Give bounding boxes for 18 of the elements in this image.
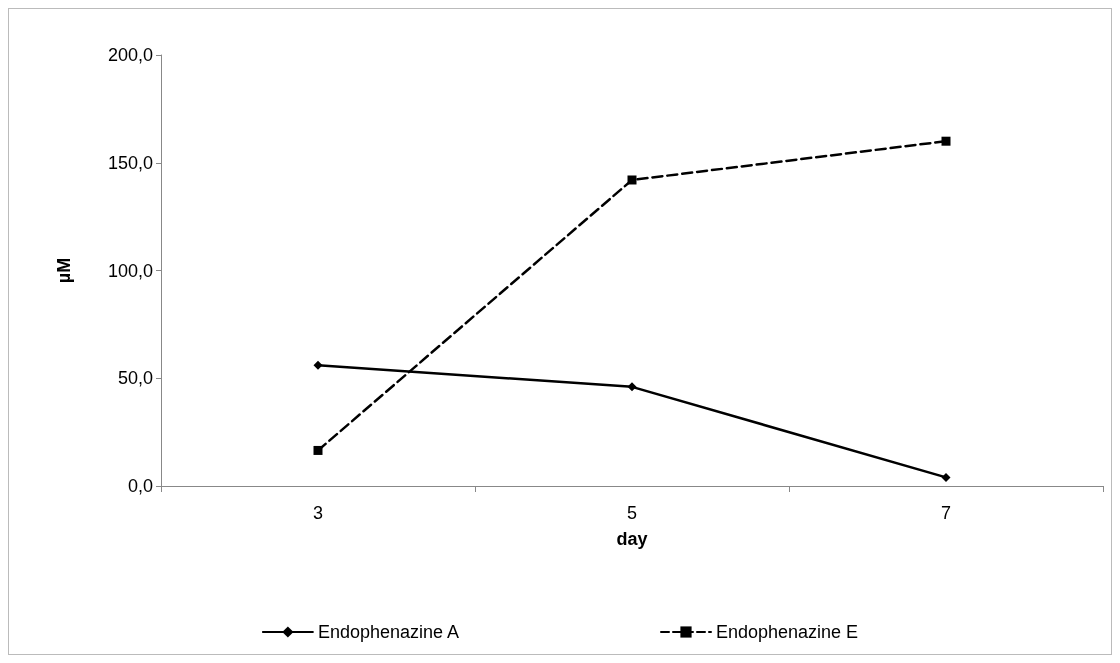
y-axis-title: µM xyxy=(54,257,74,284)
legend-label: Endophenazine E xyxy=(716,622,859,642)
y-tick-label: 200,0 xyxy=(107,45,153,65)
y-tick-label: 100,0 xyxy=(107,260,153,281)
legend-label: Endophenazine A xyxy=(317,622,460,642)
point xyxy=(627,175,637,185)
x-tick-label: 7 xyxy=(940,503,952,523)
y-tick-label: 0,0 xyxy=(127,476,153,496)
x-tick-label: 5 xyxy=(626,503,638,523)
point xyxy=(313,445,323,455)
point xyxy=(313,360,323,370)
point xyxy=(941,136,951,146)
x-axis-title: day xyxy=(616,529,648,549)
point xyxy=(941,472,951,482)
x-tick-label: 3 xyxy=(312,503,324,523)
point xyxy=(627,382,637,392)
y-tick-label: 50,0 xyxy=(117,368,153,389)
y-tick-label: 150,0 xyxy=(107,152,153,173)
